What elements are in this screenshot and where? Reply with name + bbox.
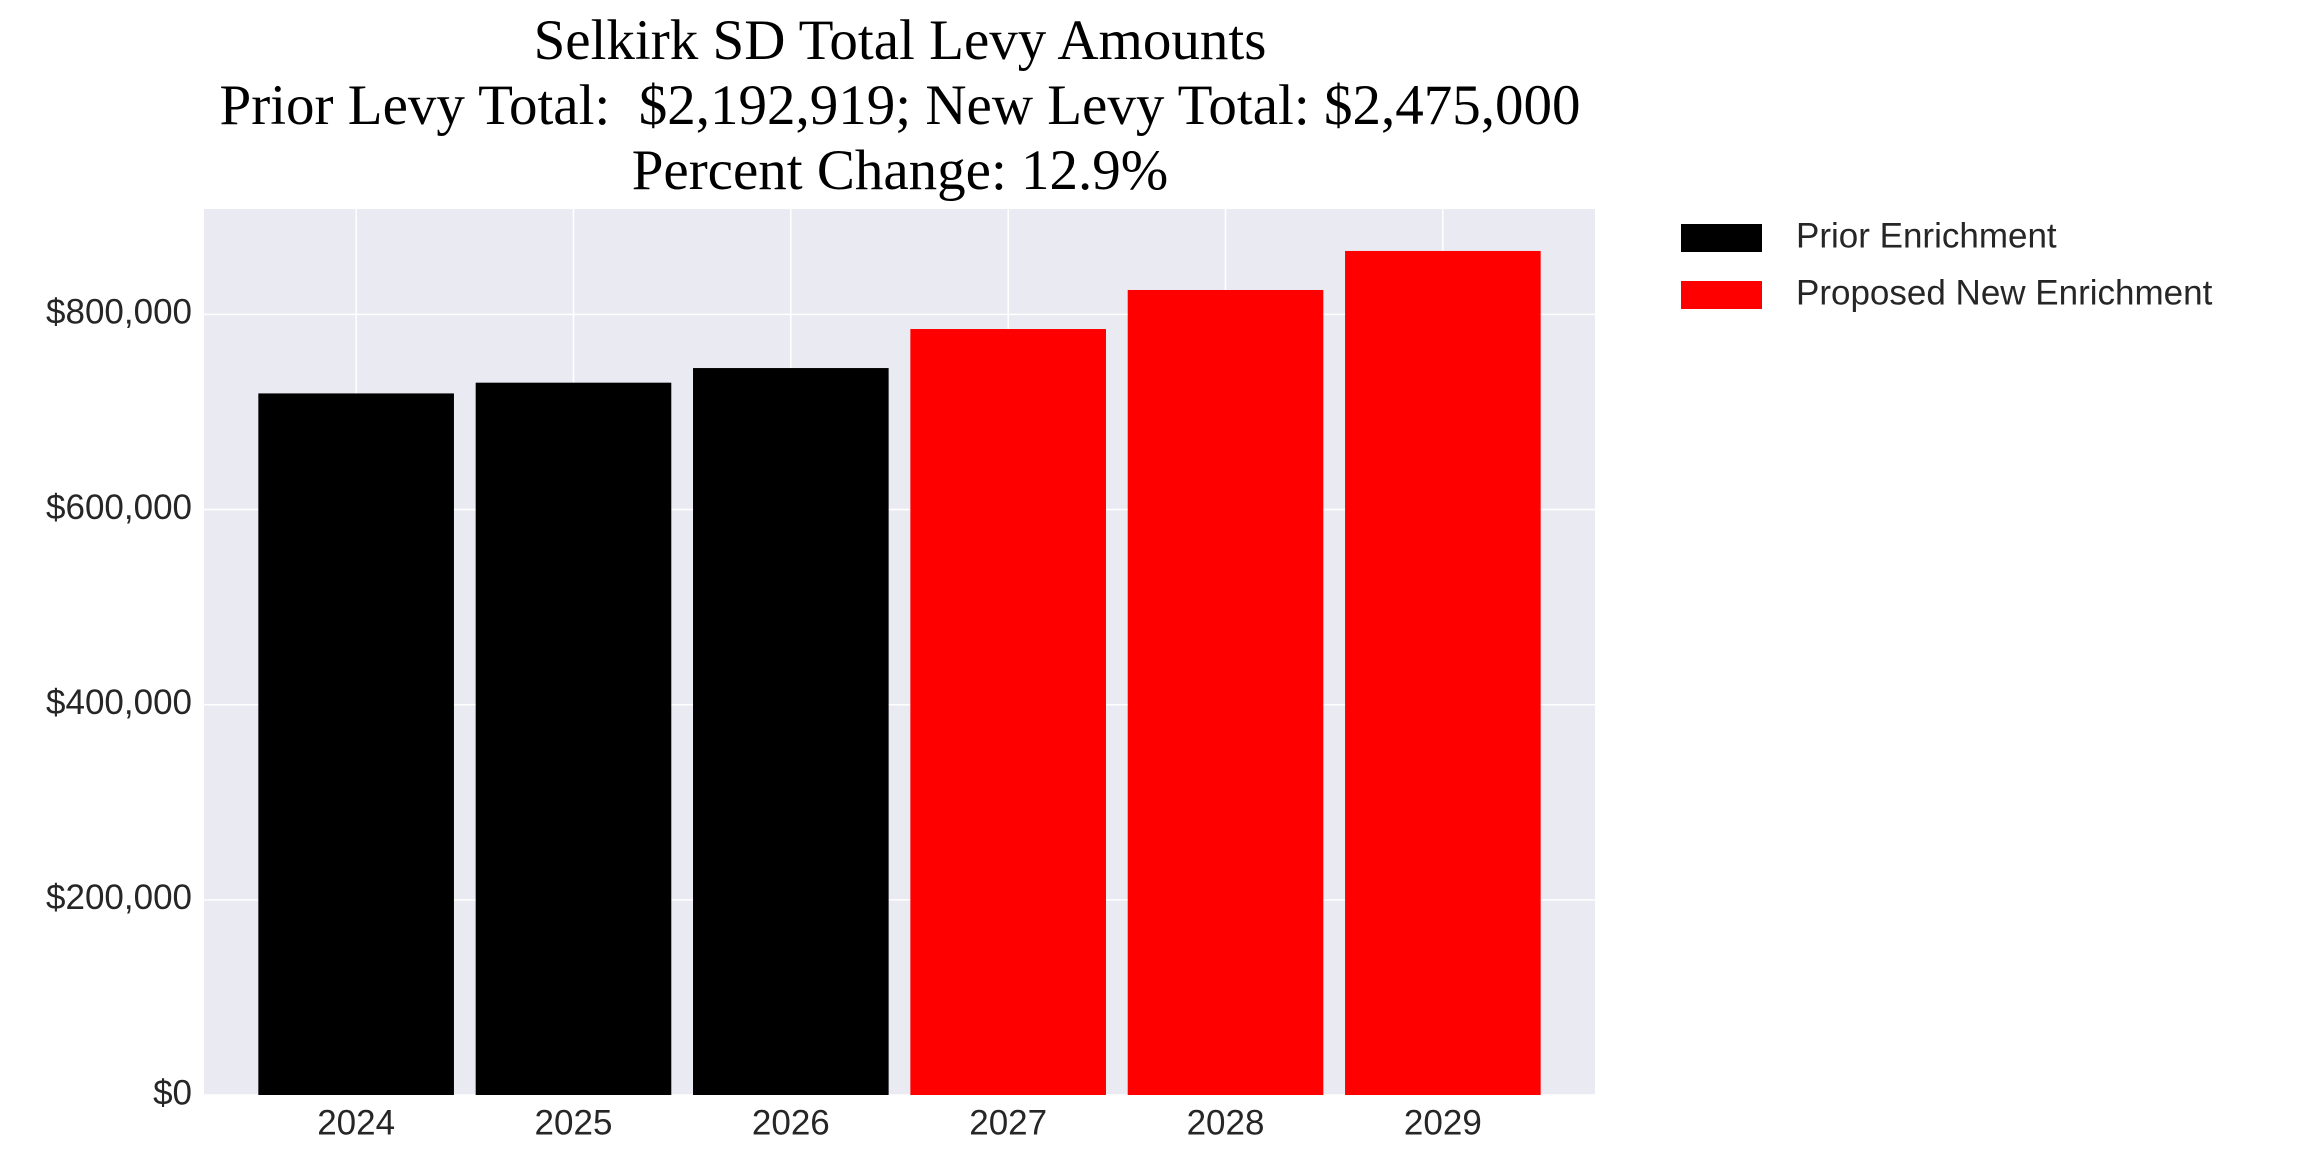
legend-swatch bbox=[1681, 281, 1762, 309]
bar bbox=[910, 329, 1106, 1095]
bar bbox=[258, 393, 454, 1095]
bar bbox=[1127, 289, 1324, 1095]
legend-label: Proposed New Enrichment bbox=[1796, 273, 2213, 312]
y-tick-label: $200,000 bbox=[46, 878, 192, 917]
x-tick-label: 2027 bbox=[969, 1103, 1047, 1142]
bar bbox=[475, 382, 672, 1095]
x-tick-label: 2026 bbox=[752, 1103, 830, 1142]
x-tick-label: 2028 bbox=[1187, 1103, 1265, 1142]
bar bbox=[693, 368, 889, 1095]
legend-label: Prior Enrichment bbox=[1796, 216, 2057, 255]
chart-subtitle: Prior Levy Total: $2,192,919; New Levy T… bbox=[220, 74, 1581, 137]
x-tick-label: 2025 bbox=[535, 1103, 613, 1142]
legend-swatch bbox=[1681, 224, 1762, 252]
chart-subtitle: Percent Change: 12.9% bbox=[632, 139, 1169, 202]
bar bbox=[1345, 250, 1541, 1096]
chart-title: Selkirk SD Total Levy Amounts bbox=[534, 9, 1267, 72]
y-tick-label: $0 bbox=[153, 1073, 192, 1112]
y-tick-label: $400,000 bbox=[46, 683, 192, 722]
y-tick-label: $800,000 bbox=[46, 293, 192, 332]
y-tick-label: $600,000 bbox=[46, 488, 192, 527]
x-tick-label: 2029 bbox=[1404, 1103, 1482, 1142]
x-tick-label: 2024 bbox=[317, 1103, 395, 1142]
